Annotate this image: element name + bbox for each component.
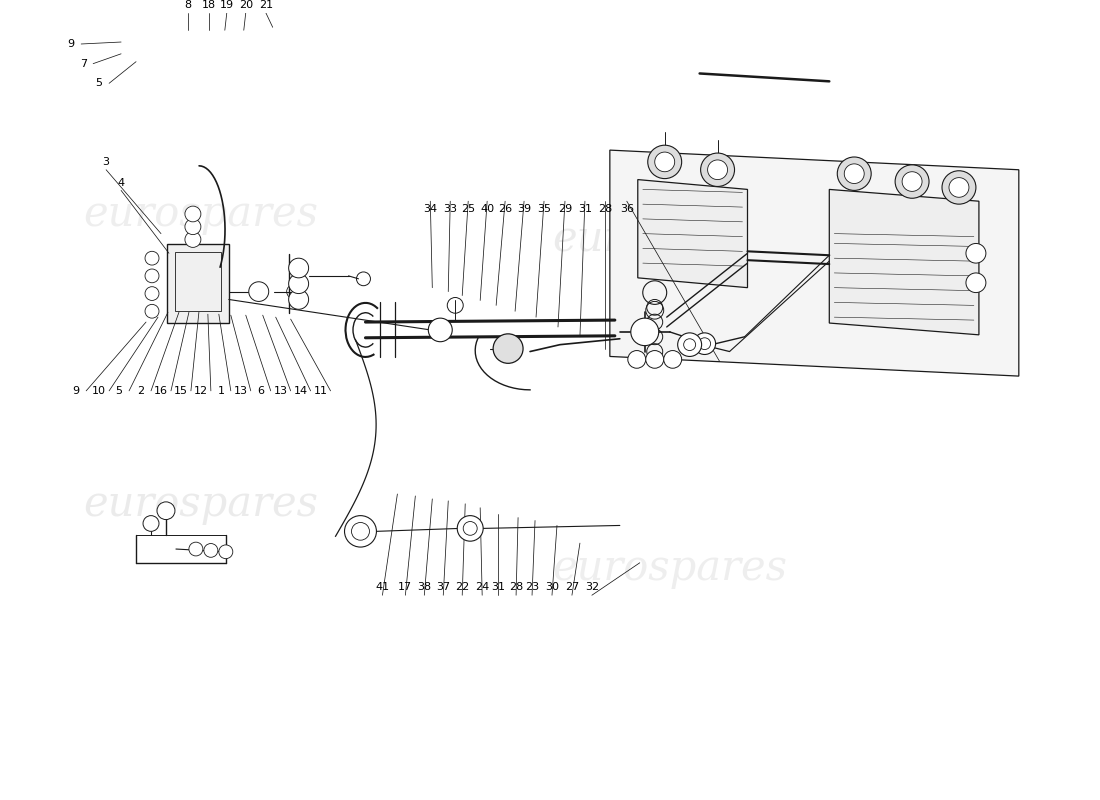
- Circle shape: [249, 282, 268, 302]
- Text: 29: 29: [558, 204, 572, 214]
- Circle shape: [185, 206, 201, 222]
- Circle shape: [902, 172, 922, 191]
- Circle shape: [288, 274, 309, 294]
- Circle shape: [663, 350, 682, 368]
- Circle shape: [648, 145, 682, 178]
- Text: 37: 37: [437, 582, 450, 592]
- Bar: [167, 245, 229, 323]
- Text: 10: 10: [92, 386, 106, 396]
- Circle shape: [145, 286, 160, 301]
- Circle shape: [949, 178, 969, 198]
- Circle shape: [837, 157, 871, 190]
- Text: 33: 33: [443, 204, 458, 214]
- Text: 9: 9: [67, 39, 75, 49]
- Polygon shape: [609, 150, 1019, 376]
- Text: 8: 8: [185, 0, 191, 10]
- Circle shape: [694, 333, 716, 354]
- Text: 20: 20: [239, 0, 253, 10]
- Circle shape: [628, 350, 646, 368]
- Text: 34: 34: [424, 204, 438, 214]
- Circle shape: [707, 160, 727, 179]
- Circle shape: [630, 318, 659, 346]
- Text: 26: 26: [498, 204, 513, 214]
- Circle shape: [942, 170, 976, 204]
- Bar: [175, 252, 221, 311]
- Text: 22: 22: [455, 582, 470, 592]
- Text: 15: 15: [174, 386, 188, 396]
- Text: 27: 27: [564, 582, 579, 592]
- Text: 23: 23: [525, 582, 539, 592]
- Polygon shape: [829, 190, 979, 335]
- Circle shape: [185, 232, 201, 247]
- Text: 28: 28: [509, 582, 524, 592]
- Circle shape: [646, 350, 663, 368]
- Circle shape: [493, 334, 524, 363]
- Circle shape: [145, 269, 160, 282]
- Text: eurospares: eurospares: [552, 546, 788, 589]
- Text: 31: 31: [491, 582, 505, 592]
- Text: 24: 24: [475, 582, 490, 592]
- Circle shape: [428, 318, 452, 342]
- Text: 11: 11: [314, 386, 328, 396]
- Text: 7: 7: [79, 58, 87, 69]
- Circle shape: [288, 290, 309, 310]
- Text: 18: 18: [201, 0, 216, 10]
- Text: 14: 14: [294, 386, 308, 396]
- Text: 2: 2: [138, 386, 144, 396]
- Text: 13: 13: [274, 386, 288, 396]
- Circle shape: [185, 219, 201, 234]
- Circle shape: [966, 243, 986, 263]
- Circle shape: [157, 502, 175, 519]
- Text: eurospares: eurospares: [84, 483, 318, 525]
- Text: 35: 35: [537, 204, 551, 214]
- Text: 36: 36: [619, 204, 634, 214]
- Text: 30: 30: [544, 582, 559, 592]
- Circle shape: [678, 333, 702, 357]
- Text: 25: 25: [461, 204, 475, 214]
- Circle shape: [701, 153, 735, 186]
- Circle shape: [219, 545, 233, 558]
- Text: 9: 9: [73, 386, 80, 396]
- Circle shape: [458, 516, 483, 541]
- Circle shape: [189, 542, 202, 556]
- Text: 41: 41: [375, 582, 389, 592]
- Text: 40: 40: [480, 204, 494, 214]
- Text: eurospares: eurospares: [552, 218, 788, 259]
- Text: 28: 28: [597, 204, 612, 214]
- Circle shape: [145, 251, 160, 265]
- Text: 32: 32: [585, 582, 600, 592]
- Text: 1: 1: [218, 386, 224, 396]
- Circle shape: [895, 165, 930, 198]
- Text: 3: 3: [102, 157, 110, 167]
- Text: 12: 12: [194, 386, 208, 396]
- Circle shape: [145, 304, 160, 318]
- Text: 31: 31: [578, 204, 592, 214]
- Text: 38: 38: [417, 582, 431, 592]
- Text: 4: 4: [118, 178, 124, 187]
- Text: 6: 6: [257, 386, 264, 396]
- Polygon shape: [638, 179, 748, 288]
- Text: 5: 5: [96, 78, 102, 88]
- Circle shape: [845, 164, 865, 183]
- Text: 19: 19: [220, 0, 234, 10]
- Circle shape: [654, 152, 674, 172]
- Text: 13: 13: [234, 386, 248, 396]
- Circle shape: [966, 273, 986, 293]
- Text: 17: 17: [398, 582, 412, 592]
- Circle shape: [344, 516, 376, 547]
- Text: 16: 16: [154, 386, 168, 396]
- Text: 21: 21: [258, 0, 273, 10]
- Circle shape: [143, 516, 160, 531]
- Text: 5: 5: [116, 386, 122, 396]
- Text: 39: 39: [517, 204, 531, 214]
- Text: eurospares: eurospares: [84, 193, 318, 235]
- Circle shape: [288, 258, 309, 278]
- Circle shape: [204, 543, 218, 558]
